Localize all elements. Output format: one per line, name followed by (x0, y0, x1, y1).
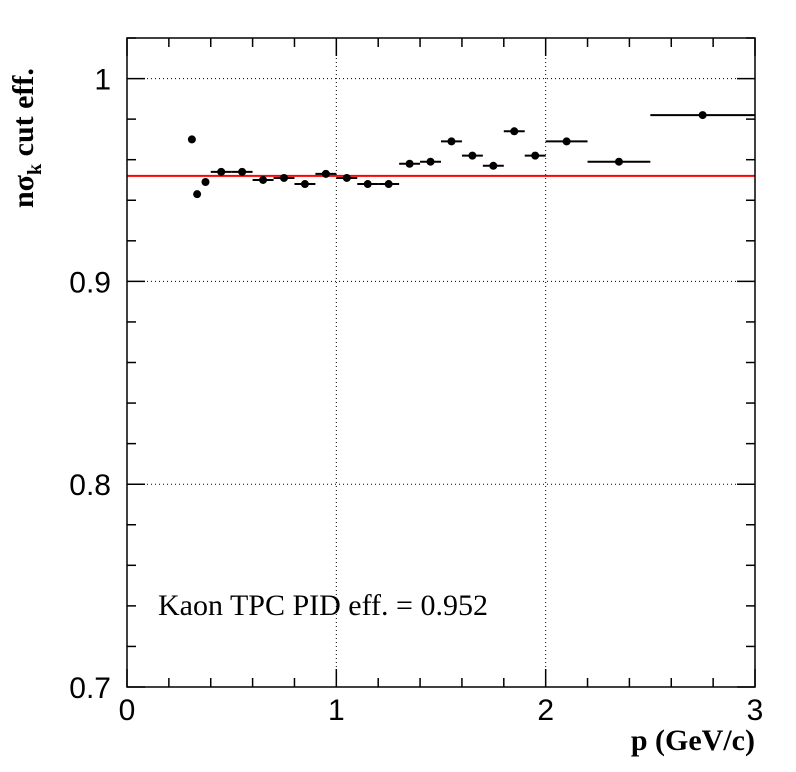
data-point (273, 173, 295, 182)
point-marker (447, 137, 456, 146)
point-marker (468, 151, 477, 160)
x-tick-label: 0 (119, 694, 136, 727)
data-point (294, 180, 316, 189)
data-point (545, 137, 588, 146)
data-point (378, 180, 400, 189)
data-point (231, 167, 253, 176)
data-point (524, 151, 546, 160)
point-marker (193, 190, 202, 199)
y-tick-label: 0.9 (69, 266, 111, 299)
point-marker (405, 159, 414, 168)
y-tick-label: 0.7 (69, 672, 111, 705)
point-marker (531, 151, 540, 160)
data-point (650, 111, 755, 120)
y-axis-title-subscript: k (24, 163, 46, 175)
point-marker (562, 137, 571, 146)
point-marker (280, 173, 288, 182)
data-point (210, 167, 232, 176)
efficiency-annotation: Kaon TPC PID eff. = 0.952 (158, 589, 488, 622)
data-point (357, 180, 379, 189)
data-point (252, 175, 274, 184)
data-point (461, 151, 483, 160)
x-axis-title: p (GeV/c) (631, 724, 755, 757)
data-point (441, 137, 462, 146)
point-marker (384, 180, 393, 189)
y-axis-title-suffix: cut eff. (7, 68, 40, 164)
x-tick-label: 3 (747, 694, 764, 727)
y-tick-label: 0.8 (69, 469, 111, 502)
data-point (399, 159, 421, 168)
point-marker (187, 135, 196, 144)
point-marker (614, 157, 623, 166)
y-axis-title: nσk cut eff. (7, 68, 46, 208)
y-tick-label: 1 (94, 64, 111, 97)
plot-frame (126, 37, 756, 688)
point-marker (238, 167, 247, 176)
point-marker (489, 161, 498, 170)
data-point (187, 135, 196, 144)
x-tick-label: 1 (328, 694, 345, 727)
data-points (187, 111, 755, 199)
point-marker (698, 111, 707, 120)
point-marker (363, 180, 372, 189)
data-point (315, 169, 337, 178)
data-point (587, 157, 651, 166)
point-marker (321, 169, 330, 178)
tick-labels: 0 1 2 3 0.7 0.8 0.9 1 (69, 64, 763, 727)
point-marker (259, 175, 268, 184)
point-marker (300, 180, 309, 189)
point-marker (426, 157, 435, 166)
point-marker (217, 167, 226, 176)
data-point (420, 157, 441, 166)
grid-lines (127, 38, 755, 687)
point-marker (201, 177, 210, 186)
data-point (503, 127, 525, 136)
data-point (201, 177, 210, 186)
data-point (482, 161, 504, 170)
x-tick-label: 2 (537, 694, 554, 727)
y-axis-title-prefix: nσ (7, 174, 40, 208)
point-marker (342, 173, 351, 182)
data-point (336, 173, 358, 182)
point-marker (510, 127, 519, 136)
data-point (193, 190, 202, 199)
